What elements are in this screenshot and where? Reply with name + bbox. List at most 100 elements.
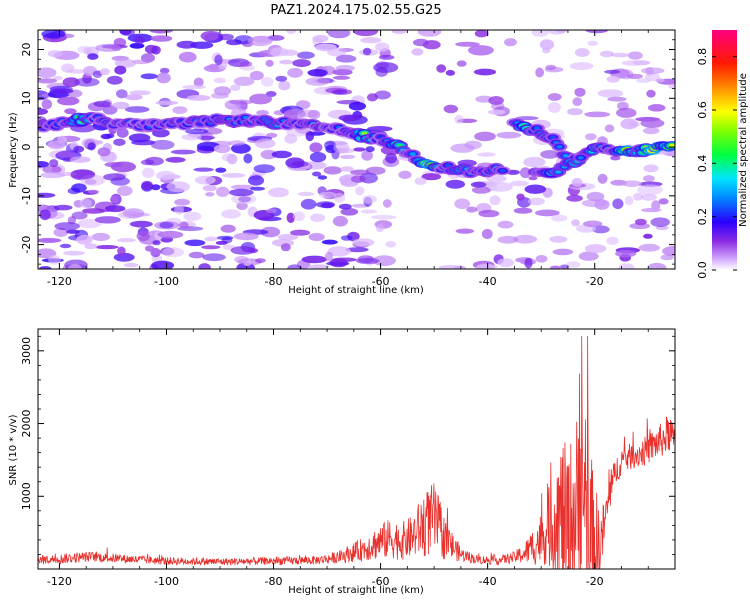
heatmap-noise-cell (230, 246, 256, 255)
heatmap-noise-cell (215, 167, 227, 173)
heatmap-noise-cell (477, 152, 496, 157)
heatmap-noise-cell (59, 243, 72, 249)
heatmap-noise-cell (174, 204, 184, 215)
heatmap-noise-cell (112, 101, 130, 110)
heatmap-noise-cell (524, 257, 533, 269)
heatmap-noise-cell (607, 96, 627, 102)
heatmap-noise-cell (586, 191, 605, 202)
heatmap-noise-cell (249, 93, 272, 105)
heatmap-noise-cell (616, 107, 637, 118)
heatmap-noise-cell (227, 140, 246, 146)
heatmap-noise-cell (597, 173, 608, 184)
heatmap-noise-cell (174, 198, 191, 206)
spectrogram-y-tick-label: 10 (20, 91, 33, 105)
heatmap-noise-cell (634, 218, 647, 226)
heatmap-noise-cell (474, 30, 489, 38)
heatmap-noise-cell (53, 204, 73, 211)
heatmap-noise-cell (642, 127, 660, 135)
heatmap-noise-cell (385, 241, 397, 248)
heatmap-noise-cell (286, 212, 295, 223)
heatmap-noise-cell (117, 185, 133, 196)
heatmap-noise-cell (123, 262, 139, 268)
heatmap-noise-cell (292, 59, 311, 68)
heatmap-noise-cell (203, 127, 223, 135)
heatmap-noise-cell (116, 89, 128, 99)
heatmap-noise-cell (367, 126, 393, 132)
snr-x-tick-label: -120 (47, 575, 72, 588)
heatmap-noise-cell (324, 140, 336, 151)
heatmap-noise-cell (213, 77, 226, 84)
heatmap-noise-cell (150, 139, 175, 150)
heatmap-noise-cell (519, 167, 531, 179)
heatmap-noise-cell (166, 181, 190, 193)
heatmap-noise-cell (362, 47, 372, 56)
heatmap-noise-cell (633, 192, 643, 201)
heatmap-noise-cell (317, 175, 328, 180)
heatmap-noise-cell (300, 198, 317, 210)
heatmap-noise-cell (150, 35, 173, 42)
spectrogram-frame (37, 29, 676, 270)
heatmap-noise-cell (350, 175, 366, 183)
heatmap-noise-cell (178, 51, 197, 63)
heatmap-noise-cell (261, 76, 274, 87)
heatmap-noise-cell (566, 261, 581, 268)
heatmap-noise-cell (202, 253, 226, 262)
colorbar-tick-label: 0.6 (696, 101, 709, 119)
heatmap-noise-cell (165, 156, 186, 163)
heatmap-noise-cell (540, 150, 560, 159)
heatmap-noise-cell (604, 124, 615, 133)
heatmap-noise-cell (156, 72, 171, 84)
heatmap-noise-cell (116, 238, 136, 243)
heatmap-noise-cell (132, 59, 150, 65)
heatmap-noise-cell (254, 138, 276, 149)
heatmap-noise-cell (268, 187, 289, 198)
heatmap-noise-cell (301, 255, 327, 264)
heatmap-noise-cell (134, 35, 145, 45)
heatmap-noise-cell (422, 40, 441, 50)
heatmap-noise-cell (643, 164, 659, 173)
heatmap-noise-cell (154, 221, 180, 230)
heatmap-noise-cell (583, 220, 603, 228)
heatmap-noise-cell (612, 198, 624, 210)
heatmap-noise-cell (528, 176, 538, 181)
heatmap-noise-cell (188, 251, 205, 259)
heatmap-noise-cell (216, 186, 230, 197)
heatmap-noise-cell (335, 65, 355, 72)
heatmap-noise-cell (574, 87, 586, 97)
heatmap-noise-cell (150, 184, 161, 191)
heatmap-noise-cell (348, 101, 366, 111)
heatmap-noise-cell (326, 261, 350, 266)
heatmap-noise-cell (650, 217, 670, 227)
heatmap-ridge-cell (409, 152, 416, 156)
heatmap-noise-cell (155, 170, 176, 181)
heatmap-noise-cell (370, 214, 397, 220)
heatmap-noise-cell (69, 156, 91, 163)
heatmap-noise-cell (314, 43, 337, 52)
heatmap-ridge2-cell (556, 145, 563, 149)
heatmap-noise-cell (38, 161, 50, 168)
heatmap-noise-cell (38, 78, 57, 84)
heatmap-noise-cell (365, 166, 386, 175)
heatmap-noise-cell (122, 208, 145, 219)
heatmap-noise-cell (340, 235, 353, 241)
heatmap-noise-cell (618, 263, 635, 269)
heatmap-noise-cell (290, 229, 311, 236)
heatmap-noise-cell (66, 229, 80, 234)
heatmap-noise-cell (221, 209, 241, 219)
heatmap-noise-cell (597, 89, 624, 98)
heatmap-noise-cell (253, 164, 275, 174)
heatmap-noise-cell (93, 100, 111, 108)
heatmap-noise-cell (105, 205, 126, 213)
heatmap-noise-cell (643, 175, 655, 182)
heatmap-noise-cell (292, 160, 309, 168)
heatmap-noise-cell (41, 30, 66, 39)
heatmap-noise-cell (230, 184, 255, 190)
heatmap-noise-cell (234, 256, 249, 264)
heatmap-noise-cell (117, 246, 126, 256)
heatmap-noise-cell (604, 69, 621, 74)
snr-x-label: Height of straight line (km) (288, 585, 424, 596)
heatmap-noise-cell (468, 45, 494, 56)
snr-y-label: SNR (10 * v/v) (8, 414, 19, 485)
heatmap-noise-cell (338, 114, 360, 122)
heatmap-noise-cell (555, 30, 568, 33)
